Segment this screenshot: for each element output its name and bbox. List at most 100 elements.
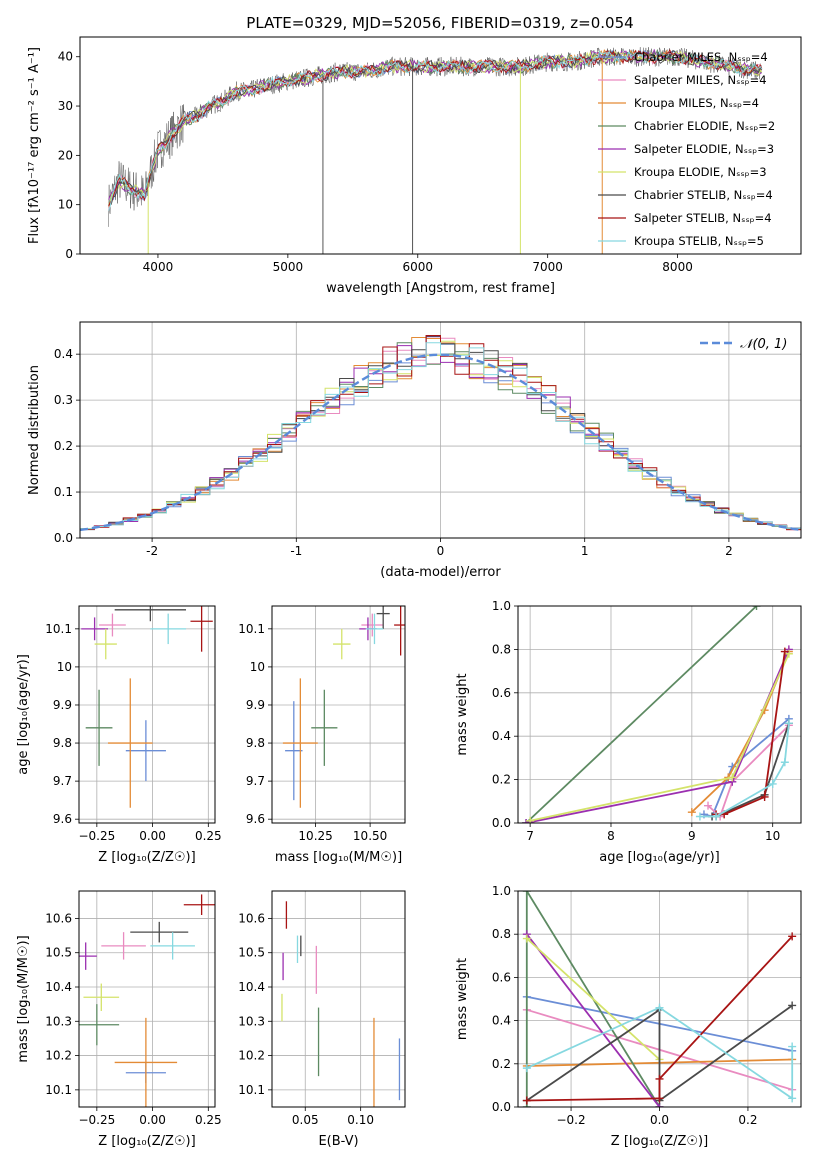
axes-frame bbox=[79, 36, 802, 255]
x-tick-label: 8 bbox=[607, 829, 615, 843]
panel-weight-vs-age: 7 8 9 10 0.0 0.2 0.4 0.6 0.8 1.0 age [log₁₀(age/yr… bbox=[455, 599, 802, 865]
x-tick-label: 0.00 bbox=[139, 1113, 166, 1127]
y-tick-label: 0.8 bbox=[492, 642, 511, 656]
weight-marker-8 bbox=[655, 1074, 664, 1083]
panel-mass-vs-Z: −0.25 0.00 0.25 10.1 10.2 10.3 10.4 10.5 10.6 Z [… bbox=[16, 890, 222, 1149]
legend-label-normal: 𝒩(0, 1) bbox=[740, 337, 787, 352]
model-line-3 bbox=[108, 49, 763, 207]
weight-marker-4 bbox=[752, 606, 761, 610]
y-axis-label: age [log₁₀(age/yr)] bbox=[16, 654, 31, 775]
weight-marker-8 bbox=[788, 932, 797, 941]
legend-label-8: Salpeter STELIB, Nₛₛₚ=4 bbox=[634, 211, 772, 225]
axes-frame bbox=[517, 890, 802, 1108]
x-tick-label: 0.05 bbox=[292, 1113, 319, 1127]
figure-title: PLATE=0329, MJD=52056, FIBERID=0319, z=0… bbox=[246, 14, 633, 32]
legend-label-2: Salpeter MILES, Nₛₛₚ=4 bbox=[634, 73, 767, 87]
model-line-8 bbox=[108, 49, 763, 207]
weight-marker-8 bbox=[655, 1094, 664, 1103]
y-tick-label: 40 bbox=[58, 50, 73, 64]
x-axis-label: age [log₁₀(age/yr)] bbox=[599, 850, 720, 865]
x-tick-label: −0.25 bbox=[78, 829, 115, 843]
weight-marker-3 bbox=[687, 808, 696, 817]
y-tick-label: 9.8 bbox=[53, 736, 72, 750]
weight-marker-6 bbox=[526, 816, 535, 823]
y-tick-label: 0 bbox=[65, 247, 73, 261]
plot-area bbox=[518, 891, 801, 1107]
plot-area bbox=[79, 891, 215, 1107]
y-tick-label: 0.0 bbox=[492, 816, 511, 830]
x-tick-label: 7 bbox=[526, 829, 534, 843]
y-tick-label: 10.5 bbox=[238, 946, 265, 960]
y-tick-label: 0.6 bbox=[492, 686, 511, 700]
y-tick-label: 0.4 bbox=[54, 347, 73, 361]
y-tick-label: 0.6 bbox=[492, 970, 511, 984]
y-tick-label: 9.7 bbox=[246, 774, 265, 788]
y-axis-label: Normed distribution bbox=[27, 365, 42, 495]
plot-area bbox=[79, 606, 215, 823]
y-tick-label: 10.4 bbox=[45, 980, 72, 994]
y-tick-label: 20 bbox=[58, 148, 73, 162]
x-tick-label: 0.2 bbox=[738, 1113, 757, 1127]
x-axis-label: Z [log₁₀(Z/Z☉)] bbox=[98, 1134, 195, 1149]
x-axis-label: E(B-V) bbox=[318, 1134, 358, 1149]
legend-label-9: Kroupa STELIB, Nₛₛₚ=5 bbox=[634, 234, 764, 248]
x-tick-label: 0.10 bbox=[347, 1113, 374, 1127]
weight-marker-9 bbox=[522, 1064, 531, 1073]
weight-marker-2 bbox=[704, 801, 713, 810]
y-tick-label: 10.4 bbox=[238, 980, 265, 994]
x-tick-label: −0.25 bbox=[78, 1113, 115, 1127]
x-axis-label: (data-model)/error bbox=[380, 565, 501, 580]
weight-marker-9 bbox=[780, 758, 789, 767]
legend-label-1: Chabrier MILES, Nₛₛₚ=4 bbox=[634, 50, 768, 64]
weight-line-5 bbox=[526, 933, 661, 1107]
x-axis-label: wavelength [Angstrom, rest frame] bbox=[326, 281, 555, 296]
y-tick-label: 10.6 bbox=[238, 911, 265, 925]
weight-line-9 bbox=[526, 1006, 794, 1101]
weight-line-4 bbox=[525, 606, 758, 823]
axes-frame bbox=[79, 321, 802, 539]
y-tick-label: 10.1 bbox=[238, 1083, 265, 1097]
y-tick-label: 9.7 bbox=[53, 774, 72, 788]
x-tick-label: 10.50 bbox=[353, 829, 387, 843]
weight-marker-6 bbox=[728, 773, 737, 782]
y-tick-label: 0.1 bbox=[54, 485, 73, 499]
y-tick-label: 9.8 bbox=[246, 736, 265, 750]
y-tick-label: 10.5 bbox=[45, 946, 72, 960]
x-tick-label: 10.25 bbox=[298, 829, 332, 843]
x-tick-label: 9 bbox=[688, 829, 696, 843]
weight-marker-9 bbox=[788, 1094, 797, 1103]
x-tick-label: 5000 bbox=[273, 260, 304, 274]
y-tick-label: 0.0 bbox=[54, 531, 73, 545]
panel-mass-vs-ebv: 0.05 0.10 10.1 10.2 10.3 10.4 10.5 10.6 E(B-V) bbox=[238, 890, 406, 1149]
weight-marker-8 bbox=[522, 1096, 531, 1105]
x-tick-label: 6000 bbox=[402, 260, 433, 274]
x-axis-label: Z [log₁₀(Z/Z☉)] bbox=[611, 1134, 708, 1149]
x-tick-label: -2 bbox=[146, 544, 158, 558]
weight-marker-5 bbox=[522, 819, 531, 823]
panel-residuals: -2 -1 0 1 2 0.0 0.1 0.2 0.3 0.4 (data-model)/error… bbox=[27, 321, 802, 580]
y-tick-label: 10.1 bbox=[238, 622, 265, 636]
y-axis-label: mass weight bbox=[455, 958, 470, 1040]
x-tick-label: 10 bbox=[765, 829, 780, 843]
y-tick-label: 0.4 bbox=[492, 729, 511, 743]
y-tick-label: 0.2 bbox=[54, 439, 73, 453]
x-tick-label: 1 bbox=[581, 544, 589, 558]
plot-area bbox=[272, 606, 405, 823]
weight-marker-7 bbox=[788, 1001, 797, 1010]
legend-label-3: Kroupa MILES, Nₛₛₚ=4 bbox=[634, 96, 759, 110]
plot-area bbox=[80, 322, 801, 538]
y-tick-label: 10.3 bbox=[238, 1014, 265, 1028]
y-tick-label: 10 bbox=[250, 660, 265, 674]
x-tick-label: 4000 bbox=[143, 260, 174, 274]
y-tick-label: 10 bbox=[57, 660, 72, 674]
plot-area bbox=[108, 47, 763, 254]
weight-marker-9 bbox=[768, 779, 777, 788]
weight-marker-8 bbox=[780, 647, 789, 656]
y-tick-label: 10.1 bbox=[45, 622, 72, 636]
chart-layer: 4000 5000 6000 7000 8000010203040wavelength … bbox=[16, 36, 802, 1149]
x-axis-label: Z [log₁₀(Z/Z☉)] bbox=[98, 850, 195, 865]
weight-line-8 bbox=[716, 651, 786, 816]
y-tick-label: 1.0 bbox=[492, 599, 511, 613]
panel-spectrum: 4000 5000 6000 7000 8000 0 10 20 30 40 wavelength … bbox=[27, 36, 802, 296]
